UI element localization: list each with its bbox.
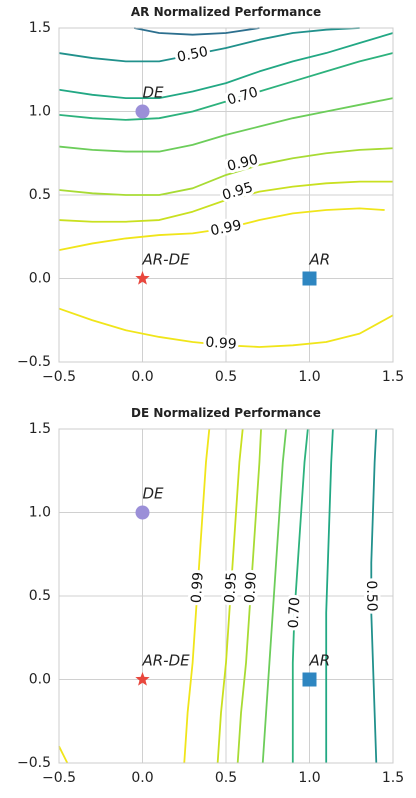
chart-panel-2: DE Normalized Performance 0.99 0.95 0.90 0.7… <box>17 406 404 786</box>
marker-label: AR <box>309 251 331 269</box>
contour-label: 0.70 <box>225 84 259 108</box>
contour-label: 0.50 <box>363 580 380 611</box>
chart-title: DE Normalized Performance <box>131 406 321 420</box>
x-tick-label: 1.0 <box>298 770 320 786</box>
x-tick-label: 1.0 <box>298 369 320 385</box>
marker-ar <box>302 672 317 687</box>
x-tick-label: −0.5 <box>42 369 76 385</box>
marker-ar-de <box>135 672 150 686</box>
contour-label: 0.99 <box>205 334 237 352</box>
contour-line <box>58 32 394 100</box>
contour-line <box>370 428 378 764</box>
plot-area-border <box>58 428 394 764</box>
plot-area-border <box>58 27 394 363</box>
x-tick-label: 0.0 <box>131 369 153 385</box>
contour-label: 0.95 <box>222 572 240 604</box>
y-tick-label: −0.5 <box>17 755 51 771</box>
y-tick-label: 1.0 <box>29 104 51 120</box>
y-tick-label: 1.5 <box>29 20 51 36</box>
contour-line <box>236 428 262 764</box>
contour-line <box>58 307 394 348</box>
contour-line <box>216 428 244 764</box>
y-tick-label: 0.0 <box>29 271 51 287</box>
contour-line <box>58 745 69 764</box>
contour-line <box>58 52 394 121</box>
y-tick-label: −0.5 <box>17 354 51 370</box>
x-tick-label: 1.5 <box>382 770 404 786</box>
x-tick-label: 1.5 <box>382 369 404 385</box>
marker-de <box>135 104 150 119</box>
contour-label: 0.99 <box>189 572 207 604</box>
marker-ar-de <box>135 271 150 285</box>
contour-line <box>261 428 288 764</box>
contour-line <box>291 428 309 763</box>
marker-de <box>135 505 150 520</box>
marker-ar <box>302 271 317 286</box>
contour-line <box>325 428 334 763</box>
y-tick-label: 0.5 <box>29 588 51 604</box>
x-tick-label: 0.5 <box>215 770 237 786</box>
chart-panel-1: AR Normalized Performance 0.50 0.70 0.90 0.9… <box>17 5 404 385</box>
contour-label: 0.50 <box>176 44 210 66</box>
contour-line <box>133 27 260 36</box>
contour-label: 0.99 <box>209 218 243 240</box>
contour-line <box>58 207 385 251</box>
marker-label: DE <box>143 485 165 503</box>
contour-label: 0.90 <box>226 152 260 175</box>
y-tick-label: 0.0 <box>29 672 51 688</box>
y-tick-label: 1.0 <box>29 505 51 521</box>
x-tick-label: 0.0 <box>131 770 153 786</box>
chart-title: AR Normalized Performance <box>131 5 321 19</box>
contour-label: 0.90 <box>242 571 260 603</box>
contour-line <box>58 180 393 223</box>
contour-line <box>58 27 360 63</box>
contour-label: 0.70 <box>286 597 304 629</box>
y-tick-label: 1.5 <box>29 421 51 437</box>
x-tick-label: −0.5 <box>42 770 76 786</box>
contour-line <box>58 147 394 196</box>
contour-line <box>183 428 211 764</box>
marker-label: AR-DE <box>142 652 191 670</box>
marker-label: AR-DE <box>142 251 191 269</box>
marker-label: AR <box>309 652 331 670</box>
marker-label: DE <box>143 84 165 102</box>
x-tick-label: 0.5 <box>215 369 237 385</box>
y-tick-label: 0.5 <box>29 187 51 203</box>
contour-line <box>58 97 394 153</box>
